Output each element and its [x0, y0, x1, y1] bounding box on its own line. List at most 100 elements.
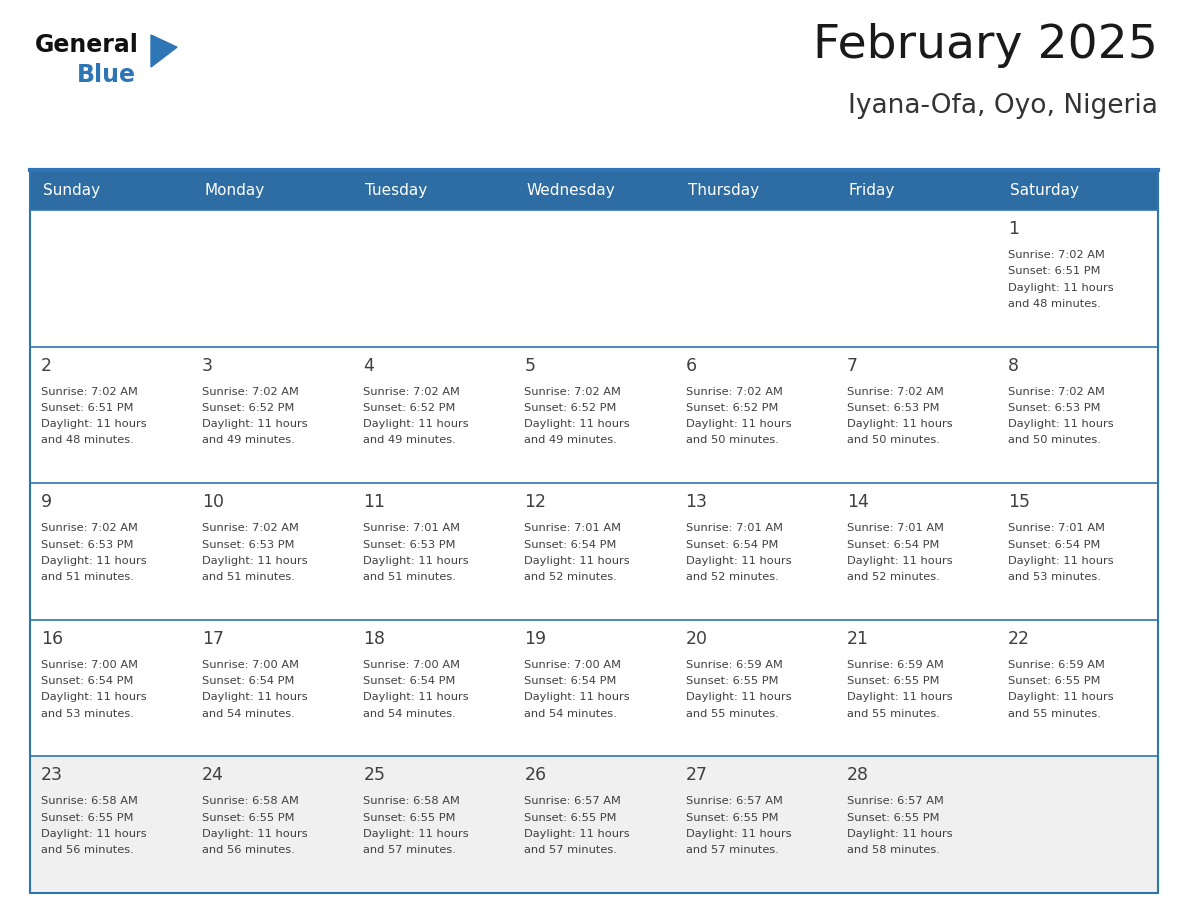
Text: 27: 27 — [685, 767, 708, 784]
Text: Daylight: 11 hours: Daylight: 11 hours — [364, 829, 469, 839]
Text: Sunrise: 7:02 AM: Sunrise: 7:02 AM — [202, 523, 299, 533]
Text: Sunset: 6:52 PM: Sunset: 6:52 PM — [685, 403, 778, 413]
Text: Daylight: 11 hours: Daylight: 11 hours — [685, 555, 791, 565]
Text: General: General — [34, 33, 139, 57]
Text: and 53 minutes.: and 53 minutes. — [42, 709, 134, 719]
Polygon shape — [151, 35, 177, 67]
Text: 9: 9 — [42, 493, 52, 511]
Text: Daylight: 11 hours: Daylight: 11 hours — [364, 692, 469, 702]
Text: 26: 26 — [524, 767, 546, 784]
Text: Sunset: 6:55 PM: Sunset: 6:55 PM — [685, 676, 778, 686]
Text: Thursday: Thursday — [688, 183, 759, 197]
Text: Daylight: 11 hours: Daylight: 11 hours — [364, 555, 469, 565]
Text: Sunrise: 6:59 AM: Sunrise: 6:59 AM — [847, 660, 943, 670]
Text: Sunday: Sunday — [43, 183, 100, 197]
Text: 14: 14 — [847, 493, 868, 511]
Text: 8: 8 — [1007, 356, 1019, 375]
Text: and 48 minutes.: and 48 minutes. — [42, 435, 134, 445]
Text: and 52 minutes.: and 52 minutes. — [685, 572, 778, 582]
Text: and 50 minutes.: and 50 minutes. — [847, 435, 940, 445]
Text: Daylight: 11 hours: Daylight: 11 hours — [1007, 420, 1113, 430]
Text: 16: 16 — [42, 630, 63, 648]
Text: and 50 minutes.: and 50 minutes. — [1007, 435, 1101, 445]
Text: 2: 2 — [42, 356, 52, 375]
Text: Daylight: 11 hours: Daylight: 11 hours — [847, 692, 953, 702]
Text: Sunset: 6:55 PM: Sunset: 6:55 PM — [364, 812, 456, 823]
Text: Sunrise: 6:59 AM: Sunrise: 6:59 AM — [1007, 660, 1105, 670]
Text: and 54 minutes.: and 54 minutes. — [364, 709, 456, 719]
Bar — [30, 347, 1158, 483]
Text: Sunrise: 7:02 AM: Sunrise: 7:02 AM — [42, 523, 138, 533]
Text: Daylight: 11 hours: Daylight: 11 hours — [524, 420, 630, 430]
Text: 6: 6 — [685, 356, 696, 375]
Text: 5: 5 — [524, 356, 536, 375]
Text: Sunrise: 7:02 AM: Sunrise: 7:02 AM — [42, 386, 138, 397]
Text: Sunrise: 7:01 AM: Sunrise: 7:01 AM — [685, 523, 783, 533]
Text: Daylight: 11 hours: Daylight: 11 hours — [847, 555, 953, 565]
Text: 3: 3 — [202, 356, 213, 375]
Text: Daylight: 11 hours: Daylight: 11 hours — [202, 555, 308, 565]
Text: Sunrise: 6:58 AM: Sunrise: 6:58 AM — [202, 797, 299, 806]
Text: Sunset: 6:52 PM: Sunset: 6:52 PM — [364, 403, 456, 413]
Bar — [30, 483, 1158, 620]
Text: Sunset: 6:54 PM: Sunset: 6:54 PM — [524, 540, 617, 550]
Text: February 2025: February 2025 — [813, 23, 1158, 68]
Text: 22: 22 — [1007, 630, 1030, 648]
Text: Sunrise: 6:57 AM: Sunrise: 6:57 AM — [847, 797, 943, 806]
Text: Sunset: 6:53 PM: Sunset: 6:53 PM — [202, 540, 295, 550]
Text: 7: 7 — [847, 356, 858, 375]
Text: Daylight: 11 hours: Daylight: 11 hours — [1007, 555, 1113, 565]
Text: 11: 11 — [364, 493, 385, 511]
Text: Tuesday: Tuesday — [365, 183, 428, 197]
Text: Iyana-Ofa, Oyo, Nigeria: Iyana-Ofa, Oyo, Nigeria — [848, 93, 1158, 119]
Text: Daylight: 11 hours: Daylight: 11 hours — [202, 829, 308, 839]
Text: 10: 10 — [202, 493, 225, 511]
Text: Sunset: 6:55 PM: Sunset: 6:55 PM — [202, 812, 295, 823]
Text: 13: 13 — [685, 493, 708, 511]
Text: 17: 17 — [202, 630, 225, 648]
Text: Sunrise: 7:01 AM: Sunrise: 7:01 AM — [364, 523, 460, 533]
Bar — [30, 170, 1158, 893]
Bar — [30, 210, 1158, 347]
Text: Sunrise: 7:01 AM: Sunrise: 7:01 AM — [524, 523, 621, 533]
Text: Sunrise: 7:02 AM: Sunrise: 7:02 AM — [364, 386, 460, 397]
Text: and 51 minutes.: and 51 minutes. — [364, 572, 456, 582]
Text: 18: 18 — [364, 630, 385, 648]
Text: and 51 minutes.: and 51 minutes. — [202, 572, 295, 582]
Text: and 49 minutes.: and 49 minutes. — [524, 435, 618, 445]
Bar — [30, 620, 1158, 756]
Bar — [30, 170, 1158, 210]
Text: Sunset: 6:55 PM: Sunset: 6:55 PM — [42, 812, 133, 823]
Text: Sunset: 6:53 PM: Sunset: 6:53 PM — [364, 540, 456, 550]
Text: 19: 19 — [524, 630, 546, 648]
Text: Wednesday: Wednesday — [526, 183, 615, 197]
Text: Sunset: 6:54 PM: Sunset: 6:54 PM — [364, 676, 456, 686]
Text: Friday: Friday — [848, 183, 895, 197]
Text: Sunset: 6:55 PM: Sunset: 6:55 PM — [524, 812, 617, 823]
Text: Sunset: 6:54 PM: Sunset: 6:54 PM — [42, 676, 133, 686]
Text: Sunset: 6:55 PM: Sunset: 6:55 PM — [847, 676, 940, 686]
Text: Sunrise: 6:58 AM: Sunrise: 6:58 AM — [42, 797, 138, 806]
Text: Daylight: 11 hours: Daylight: 11 hours — [685, 692, 791, 702]
Text: Sunset: 6:51 PM: Sunset: 6:51 PM — [42, 403, 133, 413]
Text: and 55 minutes.: and 55 minutes. — [1007, 709, 1101, 719]
Text: and 53 minutes.: and 53 minutes. — [1007, 572, 1101, 582]
Text: and 52 minutes.: and 52 minutes. — [524, 572, 618, 582]
Text: 23: 23 — [42, 767, 63, 784]
Text: Sunrise: 7:01 AM: Sunrise: 7:01 AM — [847, 523, 943, 533]
Text: Daylight: 11 hours: Daylight: 11 hours — [685, 829, 791, 839]
Text: 25: 25 — [364, 767, 385, 784]
Text: Daylight: 11 hours: Daylight: 11 hours — [524, 692, 630, 702]
Text: Blue: Blue — [77, 63, 135, 87]
Text: and 58 minutes.: and 58 minutes. — [847, 845, 940, 856]
Text: Sunset: 6:54 PM: Sunset: 6:54 PM — [685, 540, 778, 550]
Text: Sunset: 6:53 PM: Sunset: 6:53 PM — [1007, 403, 1100, 413]
Text: and 54 minutes.: and 54 minutes. — [524, 709, 618, 719]
Text: and 55 minutes.: and 55 minutes. — [685, 709, 778, 719]
Text: Sunrise: 7:00 AM: Sunrise: 7:00 AM — [42, 660, 138, 670]
Text: Sunrise: 7:02 AM: Sunrise: 7:02 AM — [1007, 250, 1105, 260]
Text: Sunset: 6:54 PM: Sunset: 6:54 PM — [202, 676, 295, 686]
Text: Sunrise: 7:02 AM: Sunrise: 7:02 AM — [847, 386, 943, 397]
Text: Sunrise: 7:00 AM: Sunrise: 7:00 AM — [202, 660, 299, 670]
Text: Daylight: 11 hours: Daylight: 11 hours — [1007, 283, 1113, 293]
